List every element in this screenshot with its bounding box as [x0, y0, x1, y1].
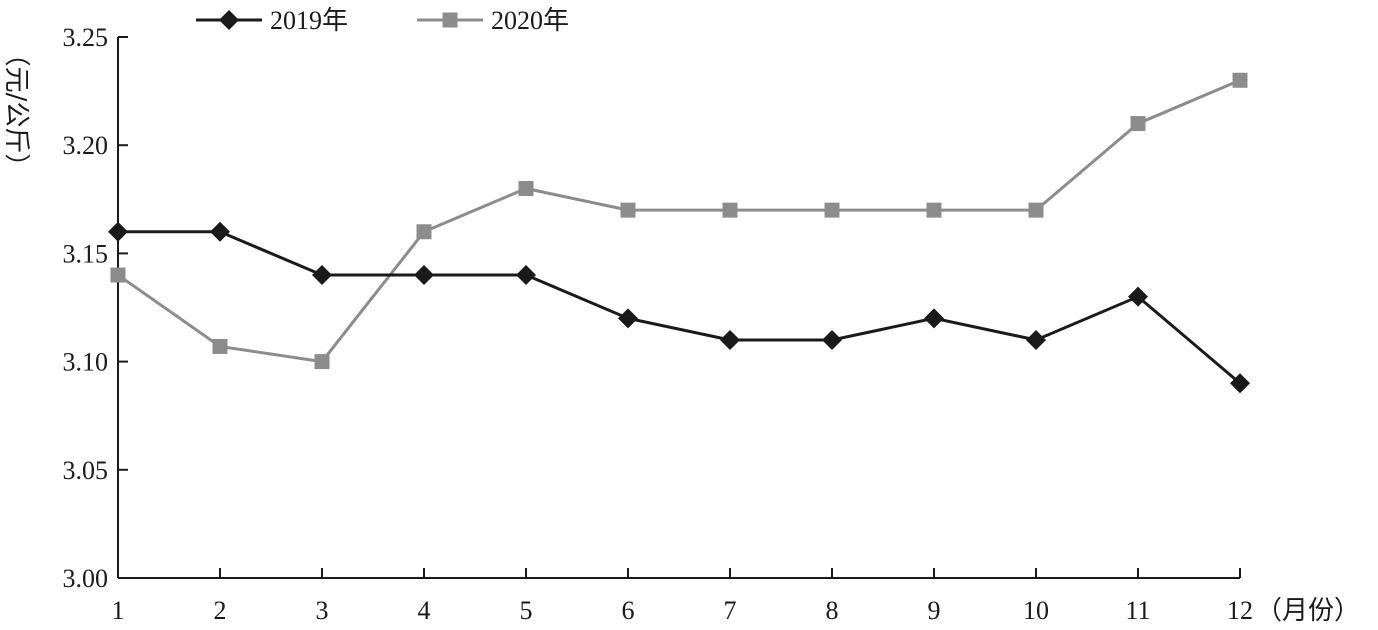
legend-item-0: 2019年 [196, 6, 348, 35]
series-line [117, 78, 1241, 364]
data-point-diamond [618, 308, 638, 329]
y-tick-label: 3.00 [63, 564, 109, 593]
y-tick-label: 3.15 [63, 239, 109, 268]
x-tick-label: 1 [112, 596, 125, 625]
y-tick-label: 3.20 [63, 131, 109, 160]
y-tick-label: 3.05 [63, 456, 109, 485]
legend-label: 2020年 [491, 6, 569, 35]
data-point-diamond [1230, 373, 1250, 394]
x-axis-ticks: 1 2 3 4 5 6 7 8 9 10 11 12 [112, 568, 1253, 625]
data-point-square [212, 338, 228, 354]
data-point-square [1028, 202, 1044, 218]
data-point-diamond [822, 329, 842, 350]
series-0 [108, 221, 1250, 394]
data-point-diamond [516, 265, 536, 286]
data-point-diamond [1026, 329, 1046, 350]
data-point-square [314, 354, 330, 370]
legend-item-1: 2020年 [417, 6, 569, 35]
data-point-diamond [924, 308, 944, 329]
data-point-square [1232, 72, 1248, 88]
y-tick-label: 3.10 [63, 348, 109, 377]
x-axis-label: （月份） [1256, 596, 1360, 626]
y-tick-label: 3.25 [63, 23, 109, 52]
x-tick-label: 12 [1227, 596, 1253, 625]
y-axis-ticks: 3.00 3.05 3.10 3.15 3.20 3.25 [63, 23, 128, 593]
data-point-diamond [210, 221, 230, 242]
data-point-square [416, 224, 432, 240]
x-tick-label: 10 [1023, 596, 1049, 625]
series-group [108, 72, 1250, 394]
x-tick-label: 8 [826, 596, 839, 625]
data-point-diamond [312, 265, 332, 286]
y-axis-label: （元/公斤） [1, 41, 31, 180]
x-tick-label: 3 [316, 596, 329, 625]
data-point-diamond [1128, 286, 1148, 307]
series-line [118, 230, 1241, 385]
data-point-square [442, 12, 458, 28]
legend-label: 2019年 [270, 6, 348, 35]
data-point-diamond [108, 221, 128, 242]
x-tick-label: 9 [928, 596, 941, 625]
legend: 2019年 2020年 [196, 6, 569, 35]
data-point-square [926, 202, 942, 218]
x-tick-label: 4 [418, 596, 431, 625]
data-point-square [722, 202, 738, 218]
series-1 [110, 72, 1248, 370]
data-point-diamond [414, 265, 434, 286]
x-tick-label: 2 [214, 596, 227, 625]
x-tick-label: 6 [622, 596, 635, 625]
data-point-diamond [720, 329, 740, 350]
data-point-square [518, 180, 534, 196]
x-tick-label: 7 [724, 596, 737, 625]
data-point-square [824, 202, 840, 218]
data-point-square [620, 202, 636, 218]
y-axis-unit: （元/公斤） [1, 41, 31, 180]
x-tick-label: 5 [520, 596, 533, 625]
data-point-square [110, 267, 126, 283]
data-point-square [1130, 116, 1146, 132]
x-tick-label: 11 [1125, 596, 1150, 625]
data-point-diamond [219, 10, 239, 30]
